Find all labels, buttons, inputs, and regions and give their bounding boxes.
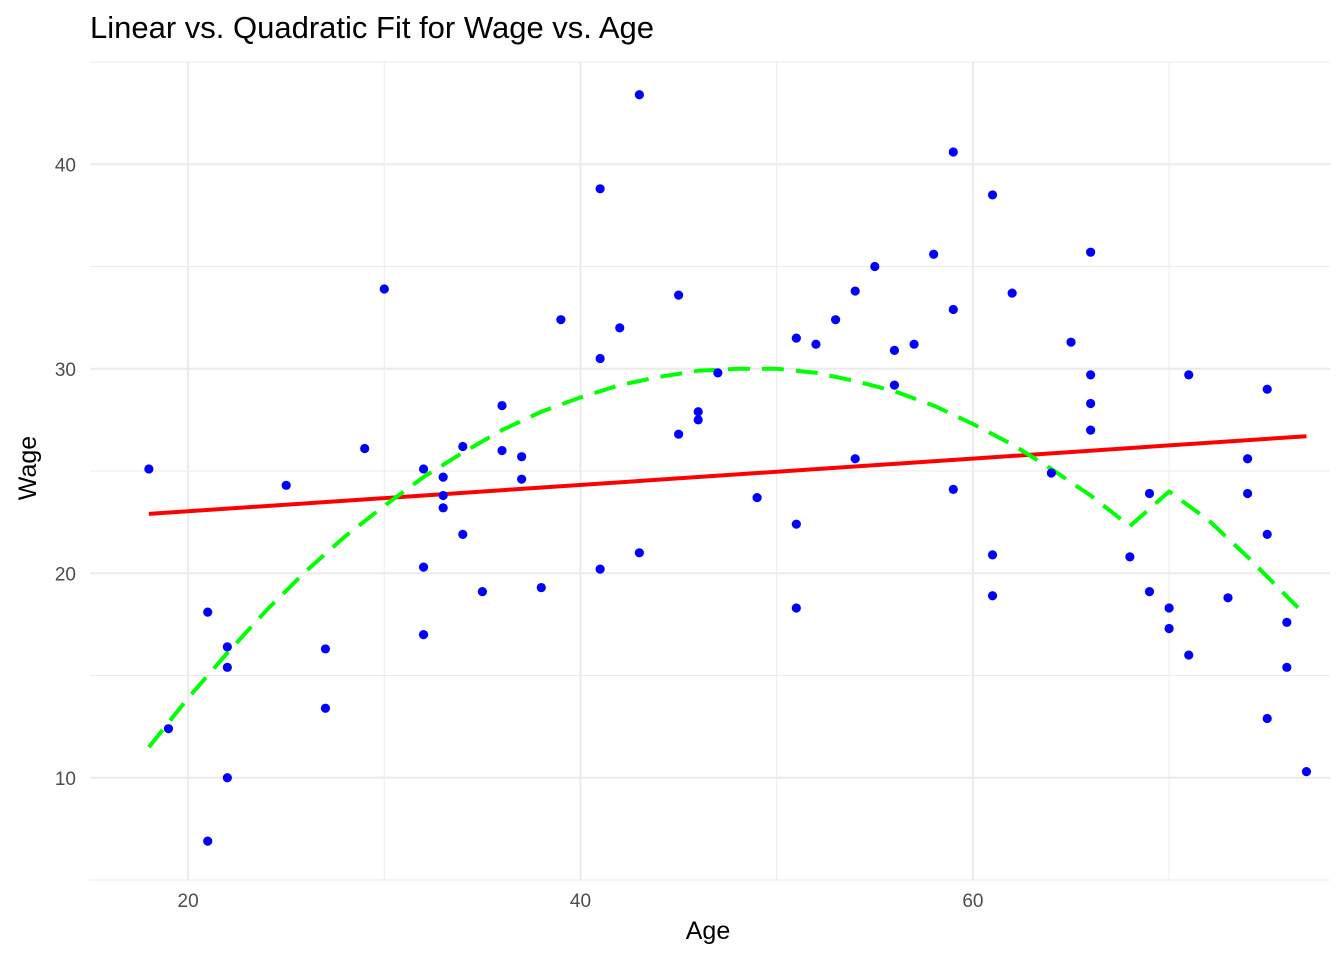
x-tick-label: 40 bbox=[570, 891, 591, 912]
data-point bbox=[791, 603, 801, 613]
y-axis-title: Wage bbox=[14, 436, 42, 500]
data-point bbox=[1164, 603, 1174, 613]
data-point bbox=[1144, 587, 1155, 597]
data-point bbox=[674, 290, 684, 300]
data-point bbox=[948, 484, 958, 495]
data-point bbox=[438, 472, 448, 482]
data-point bbox=[615, 323, 625, 333]
data-point bbox=[418, 464, 429, 474]
data-point bbox=[438, 503, 448, 513]
data-point bbox=[693, 415, 703, 425]
data-point bbox=[948, 304, 958, 315]
data-point bbox=[1125, 552, 1135, 562]
data-point bbox=[693, 407, 703, 417]
data-point bbox=[320, 644, 331, 654]
data-point bbox=[713, 368, 723, 378]
data-point bbox=[320, 703, 331, 713]
data-point bbox=[948, 147, 958, 157]
data-point bbox=[1262, 384, 1272, 394]
data-point bbox=[850, 286, 860, 296]
data-point bbox=[1301, 767, 1312, 777]
data-point bbox=[1282, 617, 1292, 627]
data-point bbox=[517, 452, 527, 462]
data-point bbox=[791, 519, 801, 529]
data-point bbox=[222, 662, 232, 672]
data-point bbox=[595, 564, 605, 574]
data-point bbox=[830, 315, 841, 325]
chart-title: Linear vs. Quadratic Fit for Wage vs. Ag… bbox=[90, 10, 654, 45]
quadratic-fit-line bbox=[147, 366, 1308, 749]
data-point bbox=[1086, 370, 1096, 380]
y-tick-label: 10 bbox=[55, 769, 76, 790]
data-point bbox=[536, 582, 546, 593]
data-point bbox=[634, 90, 644, 100]
data-point bbox=[870, 261, 880, 272]
data-point bbox=[1223, 593, 1233, 603]
data-point bbox=[556, 315, 566, 325]
data-point bbox=[1046, 468, 1056, 478]
grid bbox=[90, 61, 1330, 881]
data-point bbox=[379, 284, 389, 294]
data-point bbox=[634, 548, 644, 558]
data-point bbox=[497, 400, 507, 411]
data-point bbox=[1086, 247, 1096, 257]
data-point bbox=[1262, 713, 1272, 724]
data-point bbox=[1282, 662, 1292, 672]
linear-fit-line bbox=[148, 434, 1307, 516]
data-point bbox=[1242, 488, 1253, 499]
data-point bbox=[203, 607, 213, 617]
data-point bbox=[1144, 488, 1155, 499]
data-point bbox=[144, 464, 154, 474]
data-point bbox=[850, 454, 860, 464]
data-point bbox=[1007, 288, 1017, 298]
data-point bbox=[811, 339, 821, 349]
data-point bbox=[418, 630, 429, 640]
y-tick-label: 30 bbox=[55, 360, 76, 381]
data-point bbox=[1066, 337, 1076, 347]
x-axis-title: Age bbox=[686, 917, 730, 945]
data-point bbox=[477, 587, 488, 597]
data-point bbox=[987, 550, 998, 560]
data-point bbox=[497, 445, 507, 456]
data-point bbox=[1086, 425, 1096, 435]
data-point bbox=[889, 380, 900, 390]
data-point bbox=[517, 474, 527, 484]
data-point bbox=[458, 441, 468, 452]
data-points bbox=[144, 90, 1312, 846]
data-point bbox=[1164, 623, 1174, 634]
tick-labels: 20 40 60 10 20 30 40 bbox=[55, 155, 984, 912]
data-point bbox=[929, 249, 939, 259]
fit-lines bbox=[147, 366, 1308, 749]
data-point bbox=[360, 443, 370, 454]
data-point bbox=[987, 190, 998, 200]
y-tick-label: 40 bbox=[55, 155, 76, 176]
data-point bbox=[987, 591, 998, 601]
data-point bbox=[438, 490, 448, 501]
data-point bbox=[1242, 454, 1253, 464]
x-tick-label: 60 bbox=[962, 891, 983, 912]
data-point bbox=[674, 429, 684, 439]
data-point bbox=[909, 339, 919, 349]
x-tick-label: 20 bbox=[178, 891, 199, 912]
data-point bbox=[203, 836, 213, 846]
data-point bbox=[1086, 398, 1096, 409]
data-point bbox=[595, 353, 605, 364]
data-point bbox=[1262, 529, 1272, 539]
data-point bbox=[418, 562, 429, 572]
data-point bbox=[1184, 370, 1194, 380]
data-point bbox=[791, 333, 801, 343]
data-point bbox=[163, 724, 174, 734]
data-point bbox=[222, 642, 232, 652]
data-point bbox=[281, 480, 291, 490]
data-point bbox=[222, 773, 232, 783]
y-tick-label: 20 bbox=[55, 564, 76, 585]
data-point bbox=[889, 345, 900, 355]
data-point bbox=[458, 529, 468, 539]
data-point bbox=[752, 492, 762, 503]
data-point bbox=[595, 184, 605, 194]
data-point bbox=[1184, 650, 1194, 660]
